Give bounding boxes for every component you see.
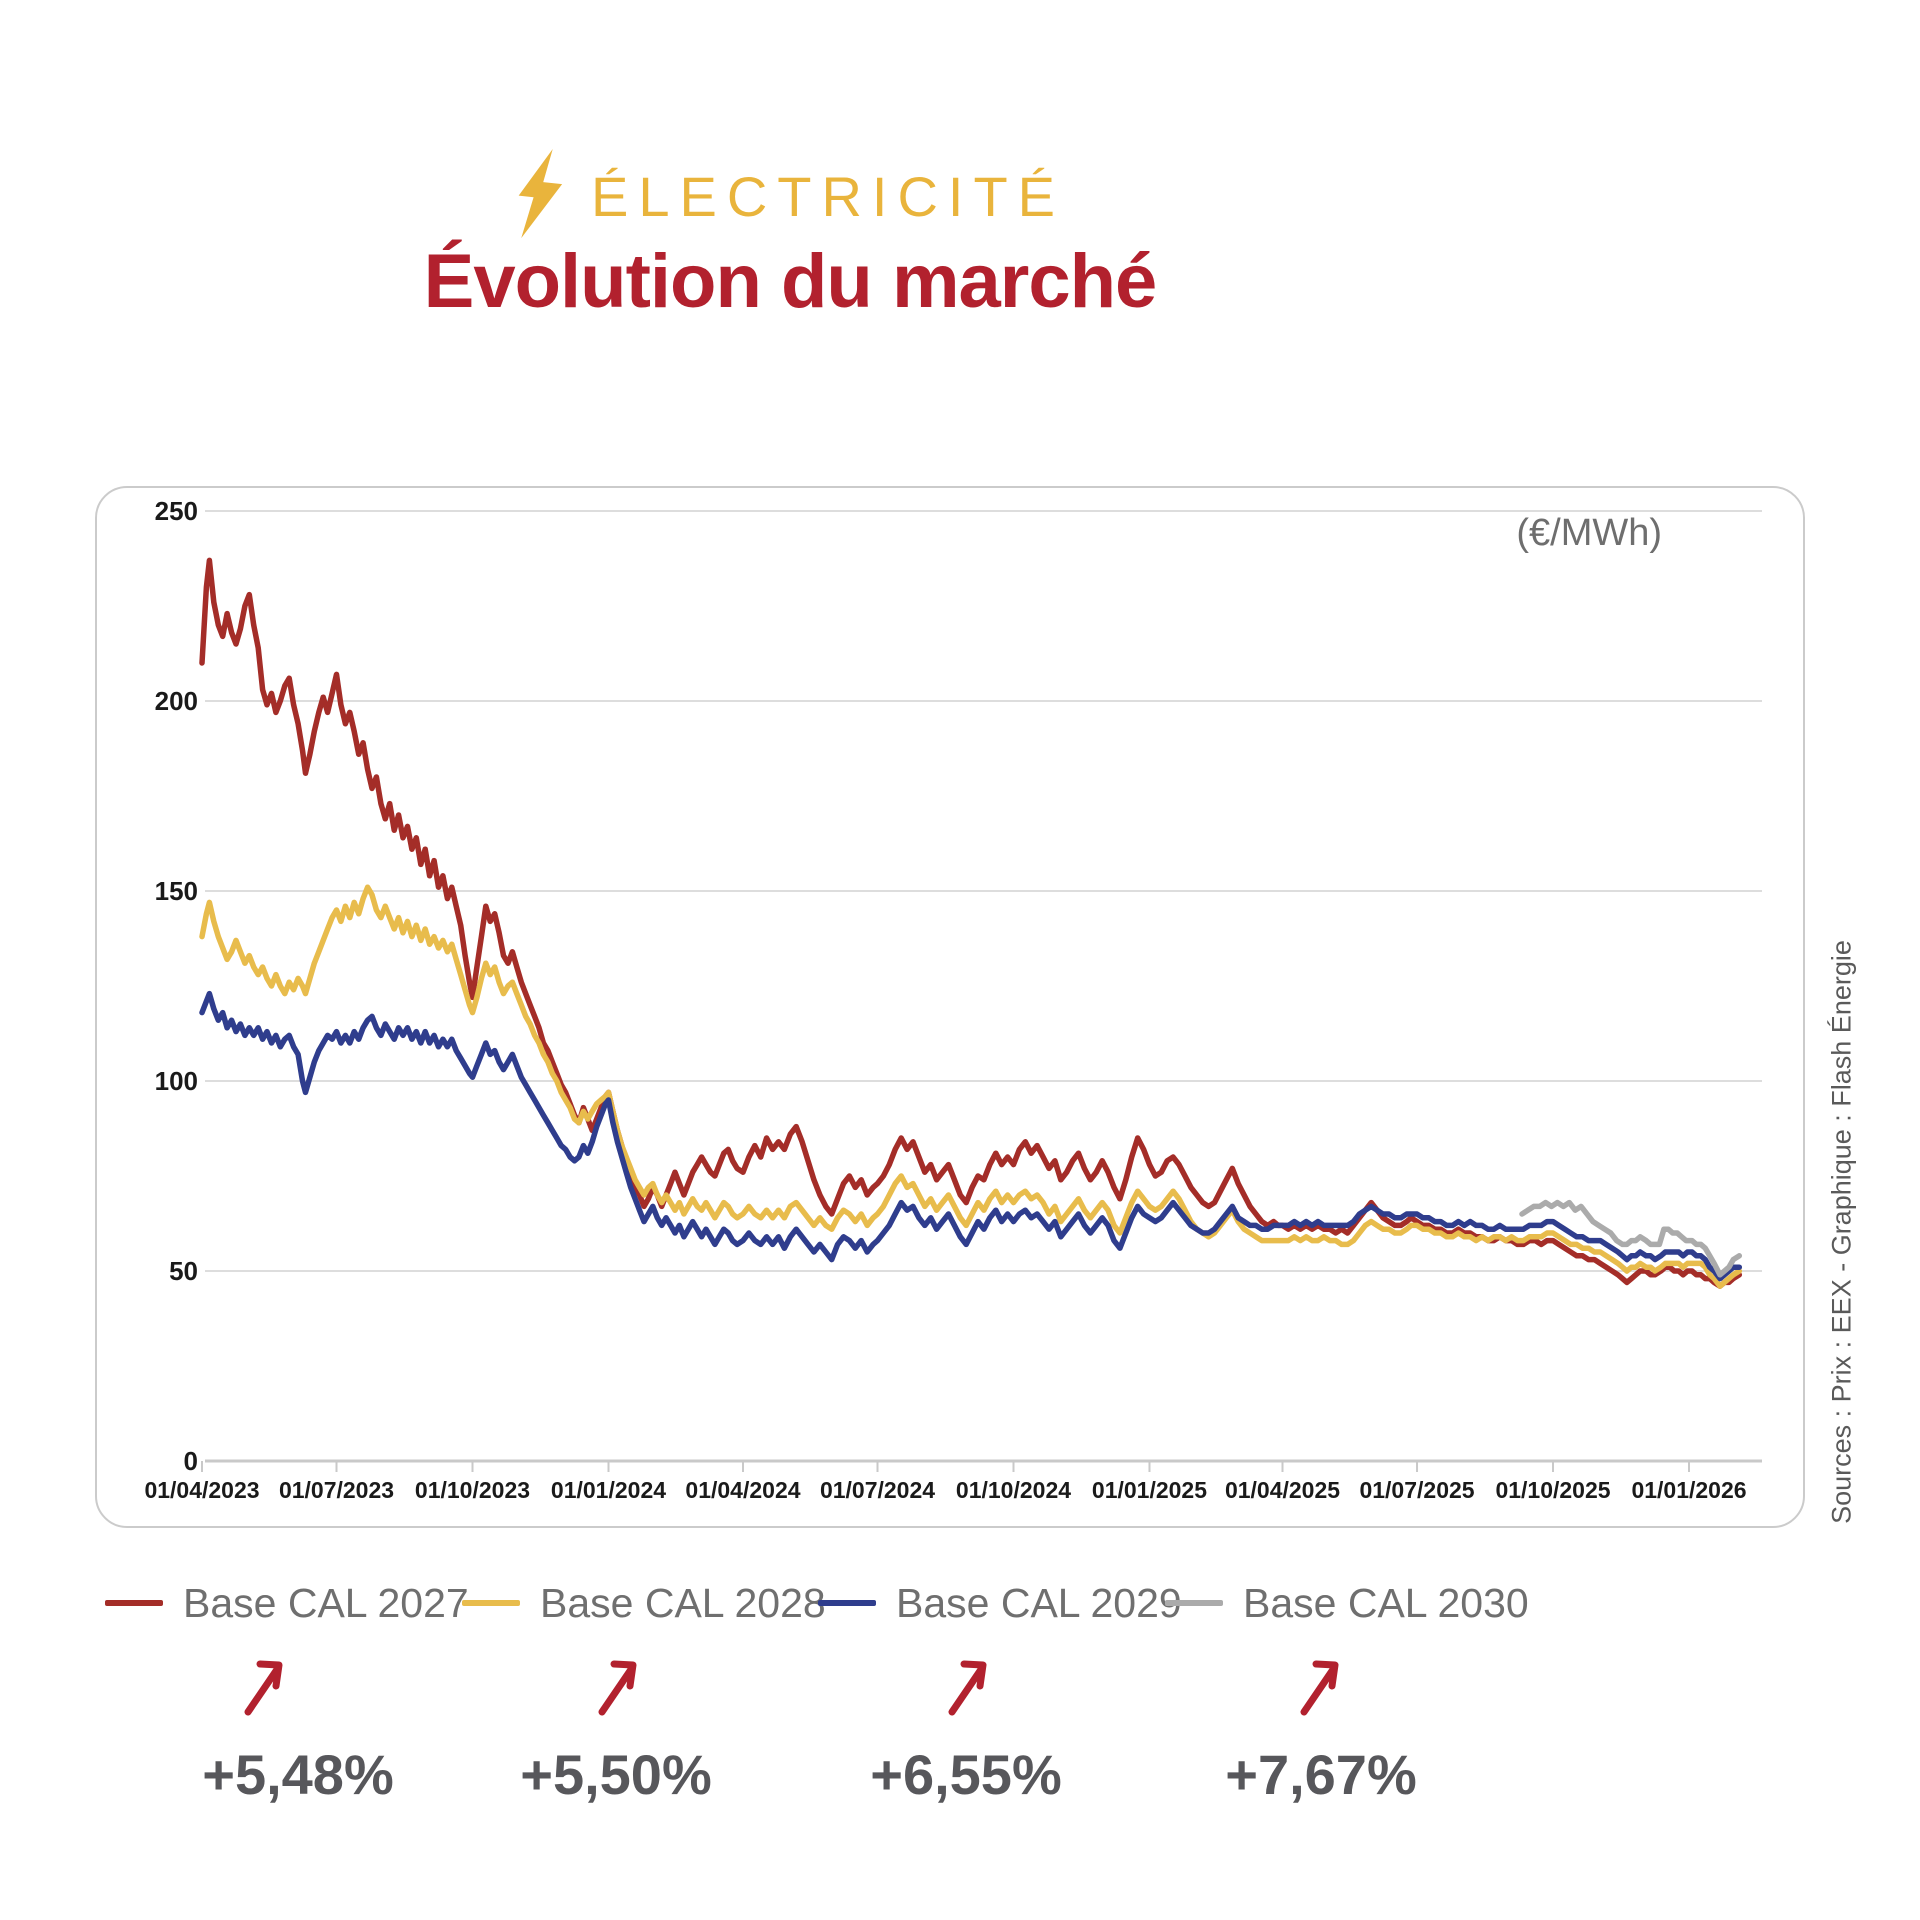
legend-label-cal2028: Base CAL 2028 (540, 1579, 826, 1626)
svg-text:01/10/2024: 01/10/2024 (956, 1477, 1071, 1503)
pct-change-cal2030: +7,67% (1225, 1743, 1417, 1806)
svg-text:50: 50 (169, 1256, 198, 1286)
legend-item-cal2028: Base CAL 2028 (462, 1578, 826, 1628)
svg-text:200: 200 (155, 686, 198, 716)
svg-text:01/07/2025: 01/07/2025 (1359, 1477, 1474, 1503)
svg-text:01/07/2024: 01/07/2024 (820, 1477, 935, 1503)
source-note: Sources : Prix : EEX - Graphique : Flash… (1826, 940, 1857, 1524)
legend-swatch-cal2029 (818, 1600, 876, 1606)
svg-text:01/01/2024: 01/01/2024 (551, 1477, 666, 1503)
svg-text:01/04/2025: 01/04/2025 (1225, 1477, 1340, 1503)
svg-text:150: 150 (155, 876, 198, 906)
svg-text:01/01/2026: 01/01/2026 (1631, 1477, 1746, 1503)
legend-item-cal2030: Base CAL 2030 (1165, 1578, 1529, 1628)
chart-panel (95, 486, 1805, 1528)
svg-text:01/01/2025: 01/01/2025 (1092, 1477, 1207, 1503)
unit-label: (€/MWh) (1516, 512, 1662, 554)
header: ÉLECTRICITÉ (515, 148, 1065, 245)
page-title: Évolution du marché (423, 239, 1158, 324)
pct-change-cal2028: +5,50% (520, 1743, 712, 1806)
category-label: ÉLECTRICITÉ (590, 165, 1066, 228)
pct-change-cal2027: +5,48% (202, 1743, 394, 1806)
svg-text:0: 0 (184, 1446, 198, 1476)
trend-up-arrow-icon (1296, 1652, 1344, 1720)
legend-item-cal2027: Base CAL 2027 (105, 1578, 469, 1628)
legend-label-cal2029: Base CAL 2029 (896, 1579, 1182, 1626)
legend-swatch-cal2027 (105, 1600, 163, 1606)
svg-text:250: 250 (155, 496, 198, 526)
svg-text:01/04/2023: 01/04/2023 (144, 1477, 259, 1503)
legend-label-cal2027: Base CAL 2027 (183, 1579, 469, 1626)
trend-up-arrow-icon (240, 1652, 288, 1720)
trend-up-arrow-icon (944, 1652, 992, 1720)
svg-text:01/04/2024: 01/04/2024 (685, 1477, 800, 1503)
legend-swatch-cal2028 (462, 1600, 520, 1606)
lightning-bolt-icon (515, 148, 567, 245)
svg-text:01/10/2023: 01/10/2023 (415, 1477, 530, 1503)
legend-swatch-cal2030 (1165, 1600, 1223, 1606)
svg-text:01/07/2023: 01/07/2023 (279, 1477, 394, 1503)
legend-item-cal2029: Base CAL 2029 (818, 1578, 1182, 1628)
legend-label-cal2030: Base CAL 2030 (1243, 1579, 1529, 1626)
trend-up-arrow-icon (594, 1652, 642, 1720)
svg-text:01/10/2025: 01/10/2025 (1495, 1477, 1610, 1503)
legend: Base CAL 2027 Base CAL 2028 Base CAL 202… (0, 1578, 1920, 1628)
svg-text:100: 100 (155, 1066, 198, 1096)
pct-change-cal2029: +6,55% (870, 1743, 1062, 1806)
